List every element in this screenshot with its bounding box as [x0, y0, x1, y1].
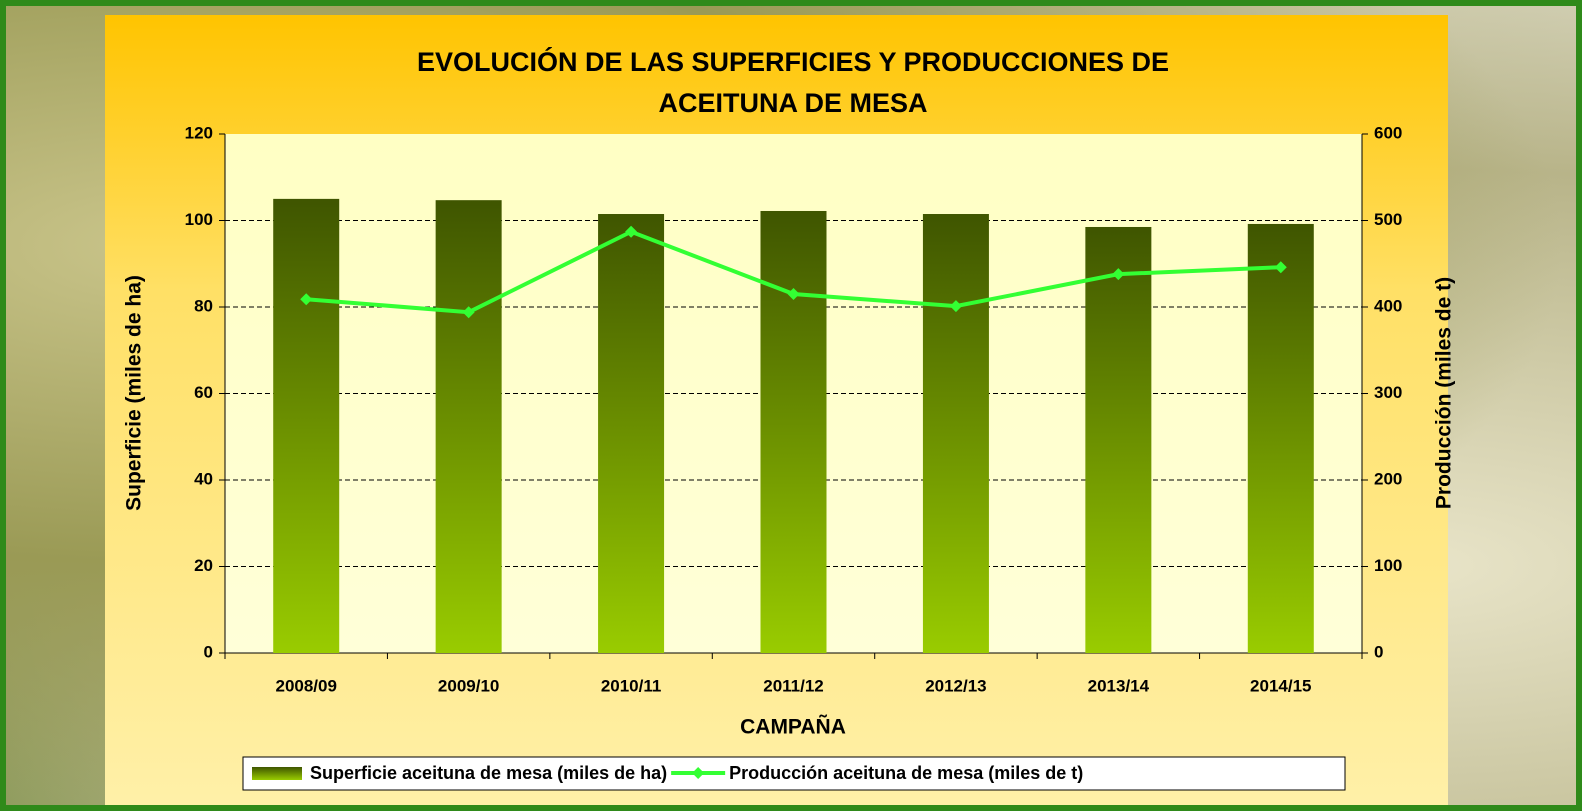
- y2-tick-label: 400: [1374, 296, 1402, 315]
- bar: [273, 199, 339, 653]
- y-axis-title: Superficie (miles de ha): [123, 275, 146, 511]
- x-axis-title: CAMPAÑA: [740, 716, 846, 739]
- chart-title: EVOLUCIÓN DE LAS SUPERFICIES Y PRODUCCIO…: [417, 46, 1169, 77]
- x-tick-label: 2008/09: [275, 676, 336, 695]
- bar: [436, 200, 502, 653]
- y2-tick-label: 500: [1374, 210, 1402, 229]
- y-tick-label: 80: [194, 296, 213, 315]
- y2-tick-label: 200: [1374, 469, 1402, 488]
- legend-label: Producción aceituna de mesa (miles de t): [729, 763, 1083, 783]
- y-tick-label: 20: [194, 556, 213, 575]
- y2-tick-label: 300: [1374, 383, 1402, 402]
- y-tick-label: 40: [194, 469, 213, 488]
- chart: EVOLUCIÓN DE LAS SUPERFICIES Y PRODUCCIO…: [0, 0, 1582, 811]
- y2-tick-label: 100: [1374, 556, 1402, 575]
- bar: [1085, 227, 1151, 653]
- page: EVOLUCIÓN DE LAS SUPERFICIES Y PRODUCCIO…: [0, 0, 1582, 811]
- x-tick-label: 2014/15: [1250, 676, 1311, 695]
- x-tick-label: 2013/14: [1088, 676, 1150, 695]
- y-tick-label: 100: [185, 210, 213, 229]
- x-tick-label: 2011/12: [763, 676, 824, 695]
- legend-swatch: [252, 767, 302, 780]
- bar: [1248, 224, 1314, 653]
- y-tick-label: 60: [194, 383, 213, 402]
- y-tick-label: 0: [204, 642, 213, 661]
- x-tick-label: 2009/10: [438, 676, 499, 695]
- bar: [923, 214, 989, 653]
- y2-tick-label: 0: [1374, 642, 1383, 661]
- x-tick-label: 2010/11: [601, 676, 662, 695]
- bar: [598, 214, 664, 653]
- legend-label: Superficie aceituna de mesa (miles de ha…: [310, 763, 667, 783]
- bar: [761, 211, 827, 653]
- chart-title: ACEITUNA DE MESA: [658, 88, 927, 118]
- y2-tick-label: 600: [1374, 123, 1402, 142]
- y-tick-label: 120: [185, 123, 213, 142]
- y2-axis-title: Producción (miles de t): [1433, 277, 1456, 509]
- x-tick-label: 2012/13: [925, 676, 986, 695]
